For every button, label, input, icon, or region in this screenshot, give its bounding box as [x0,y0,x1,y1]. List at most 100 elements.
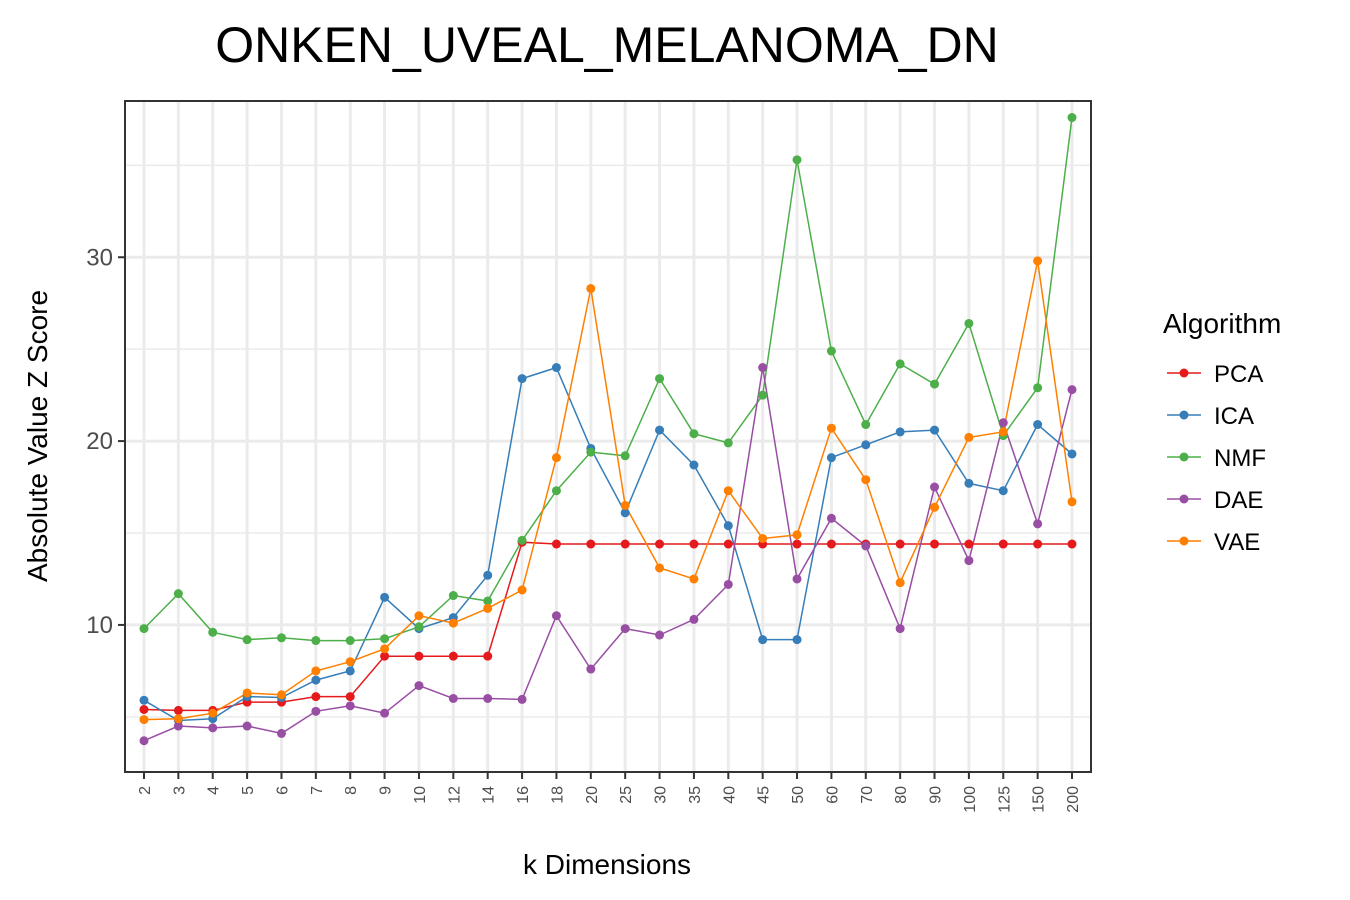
data-point-nmf [311,636,321,646]
y-axis-title: Absolute Value Z Score [22,290,53,582]
x-tick-label: 125 [996,786,1013,813]
x-tick-label: 3 [171,786,188,795]
x-tick-label: 150 [1031,786,1048,813]
data-point-ica [380,592,390,602]
data-point-dae [895,624,905,634]
data-point-dae [242,721,252,731]
x-tick-label: 20 [584,786,601,804]
x-tick-label: 16 [515,786,532,804]
data-point-vae [380,644,390,654]
data-point-pca [723,539,733,549]
data-point-ica [311,675,321,685]
data-point-vae [173,714,183,724]
x-tick-label: 10 [412,786,429,804]
data-point-dae [139,736,149,746]
series-line-dae [143,367,1073,742]
data-point-dae [345,701,355,711]
data-point-pca [930,539,940,549]
x-axis-title: k Dimensions [523,849,691,880]
data-point-nmf [448,591,458,601]
data-point-pca [826,539,836,549]
data-point-nmf [1067,113,1077,123]
x-tick-label: 9 [378,786,395,795]
data-point-ica [620,508,630,518]
data-point-pca [551,539,561,549]
x-tick-label: 100 [962,786,979,813]
legend-key-point-dae [1179,494,1189,504]
legend-key-point-pca [1179,368,1189,378]
data-point-nmf [242,635,252,645]
data-point-ica [1033,420,1043,430]
data-point-dae [483,693,493,703]
x-tick-label: 7 [309,786,326,795]
series-line-nmf [143,117,1073,642]
data-point-vae [1067,497,1077,507]
legend: Algorithm PCA ICA NMF DAE VAE [1163,308,1281,556]
data-point-nmf [276,633,286,643]
data-point-ica [551,363,561,373]
data-point-pca [311,692,321,702]
x-tick-label: 4 [206,786,223,795]
data-point-nmf [930,379,940,389]
data-point-dae [586,664,596,674]
data-point-nmf [689,429,699,439]
data-point-nmf [551,486,561,496]
x-tick-label: 2 [137,786,154,795]
data-point-dae [448,693,458,703]
data-point-pca [173,705,183,715]
data-point-dae [964,556,974,566]
data-point-vae [655,563,665,573]
data-point-ica [139,695,149,705]
data-point-pca [448,651,458,661]
x-tick-label: 14 [481,786,498,804]
data-point-nmf [517,535,527,545]
data-point-dae [826,513,836,523]
legend-label-ica: ICA [1214,403,1254,430]
x-tick-label: 60 [824,786,841,804]
data-point-vae [861,475,871,485]
data-point-dae [276,728,286,738]
data-point-ica [1067,449,1077,459]
data-point-vae [276,690,286,700]
data-point-pca [1033,539,1043,549]
data-point-ica [826,453,836,463]
data-point-nmf [655,374,665,384]
data-point-vae [208,708,218,718]
data-point-dae [655,630,665,640]
data-point-ica [655,425,665,435]
data-point-dae [173,721,183,731]
data-point-vae [1033,256,1043,266]
data-point-pca [655,539,665,549]
data-point-vae [139,715,149,725]
data-point-vae [792,530,802,540]
data-point-nmf [380,634,390,644]
data-point-nmf [895,359,905,369]
data-point-pca [998,539,1008,549]
x-tick-label: 30 [653,786,670,804]
data-point-ica [723,521,733,531]
legend-label-nmf: NMF [1214,445,1266,472]
data-point-dae [311,706,321,716]
legend-label-vae: VAE [1214,529,1260,556]
data-point-pca [139,704,149,714]
data-point-pca [620,539,630,549]
data-point-dae [861,541,871,551]
plot-panel-border [124,100,1092,773]
data-point-vae [311,666,321,676]
data-point-nmf [139,624,149,634]
data-point-ica [517,374,527,384]
x-tick-label: 90 [928,786,945,804]
data-point-dae [1033,519,1043,529]
x-tick-label: 5 [240,786,257,795]
data-point-vae [414,611,424,621]
legend-key-point-vae [1179,536,1189,546]
legend-title: Algorithm [1163,308,1281,339]
data-point-vae [551,453,561,463]
data-point-nmf [758,390,768,400]
data-point-dae [758,363,768,373]
series-line-ica [143,366,1073,722]
data-point-vae [586,284,596,294]
x-tick-label: 200 [1065,786,1082,813]
